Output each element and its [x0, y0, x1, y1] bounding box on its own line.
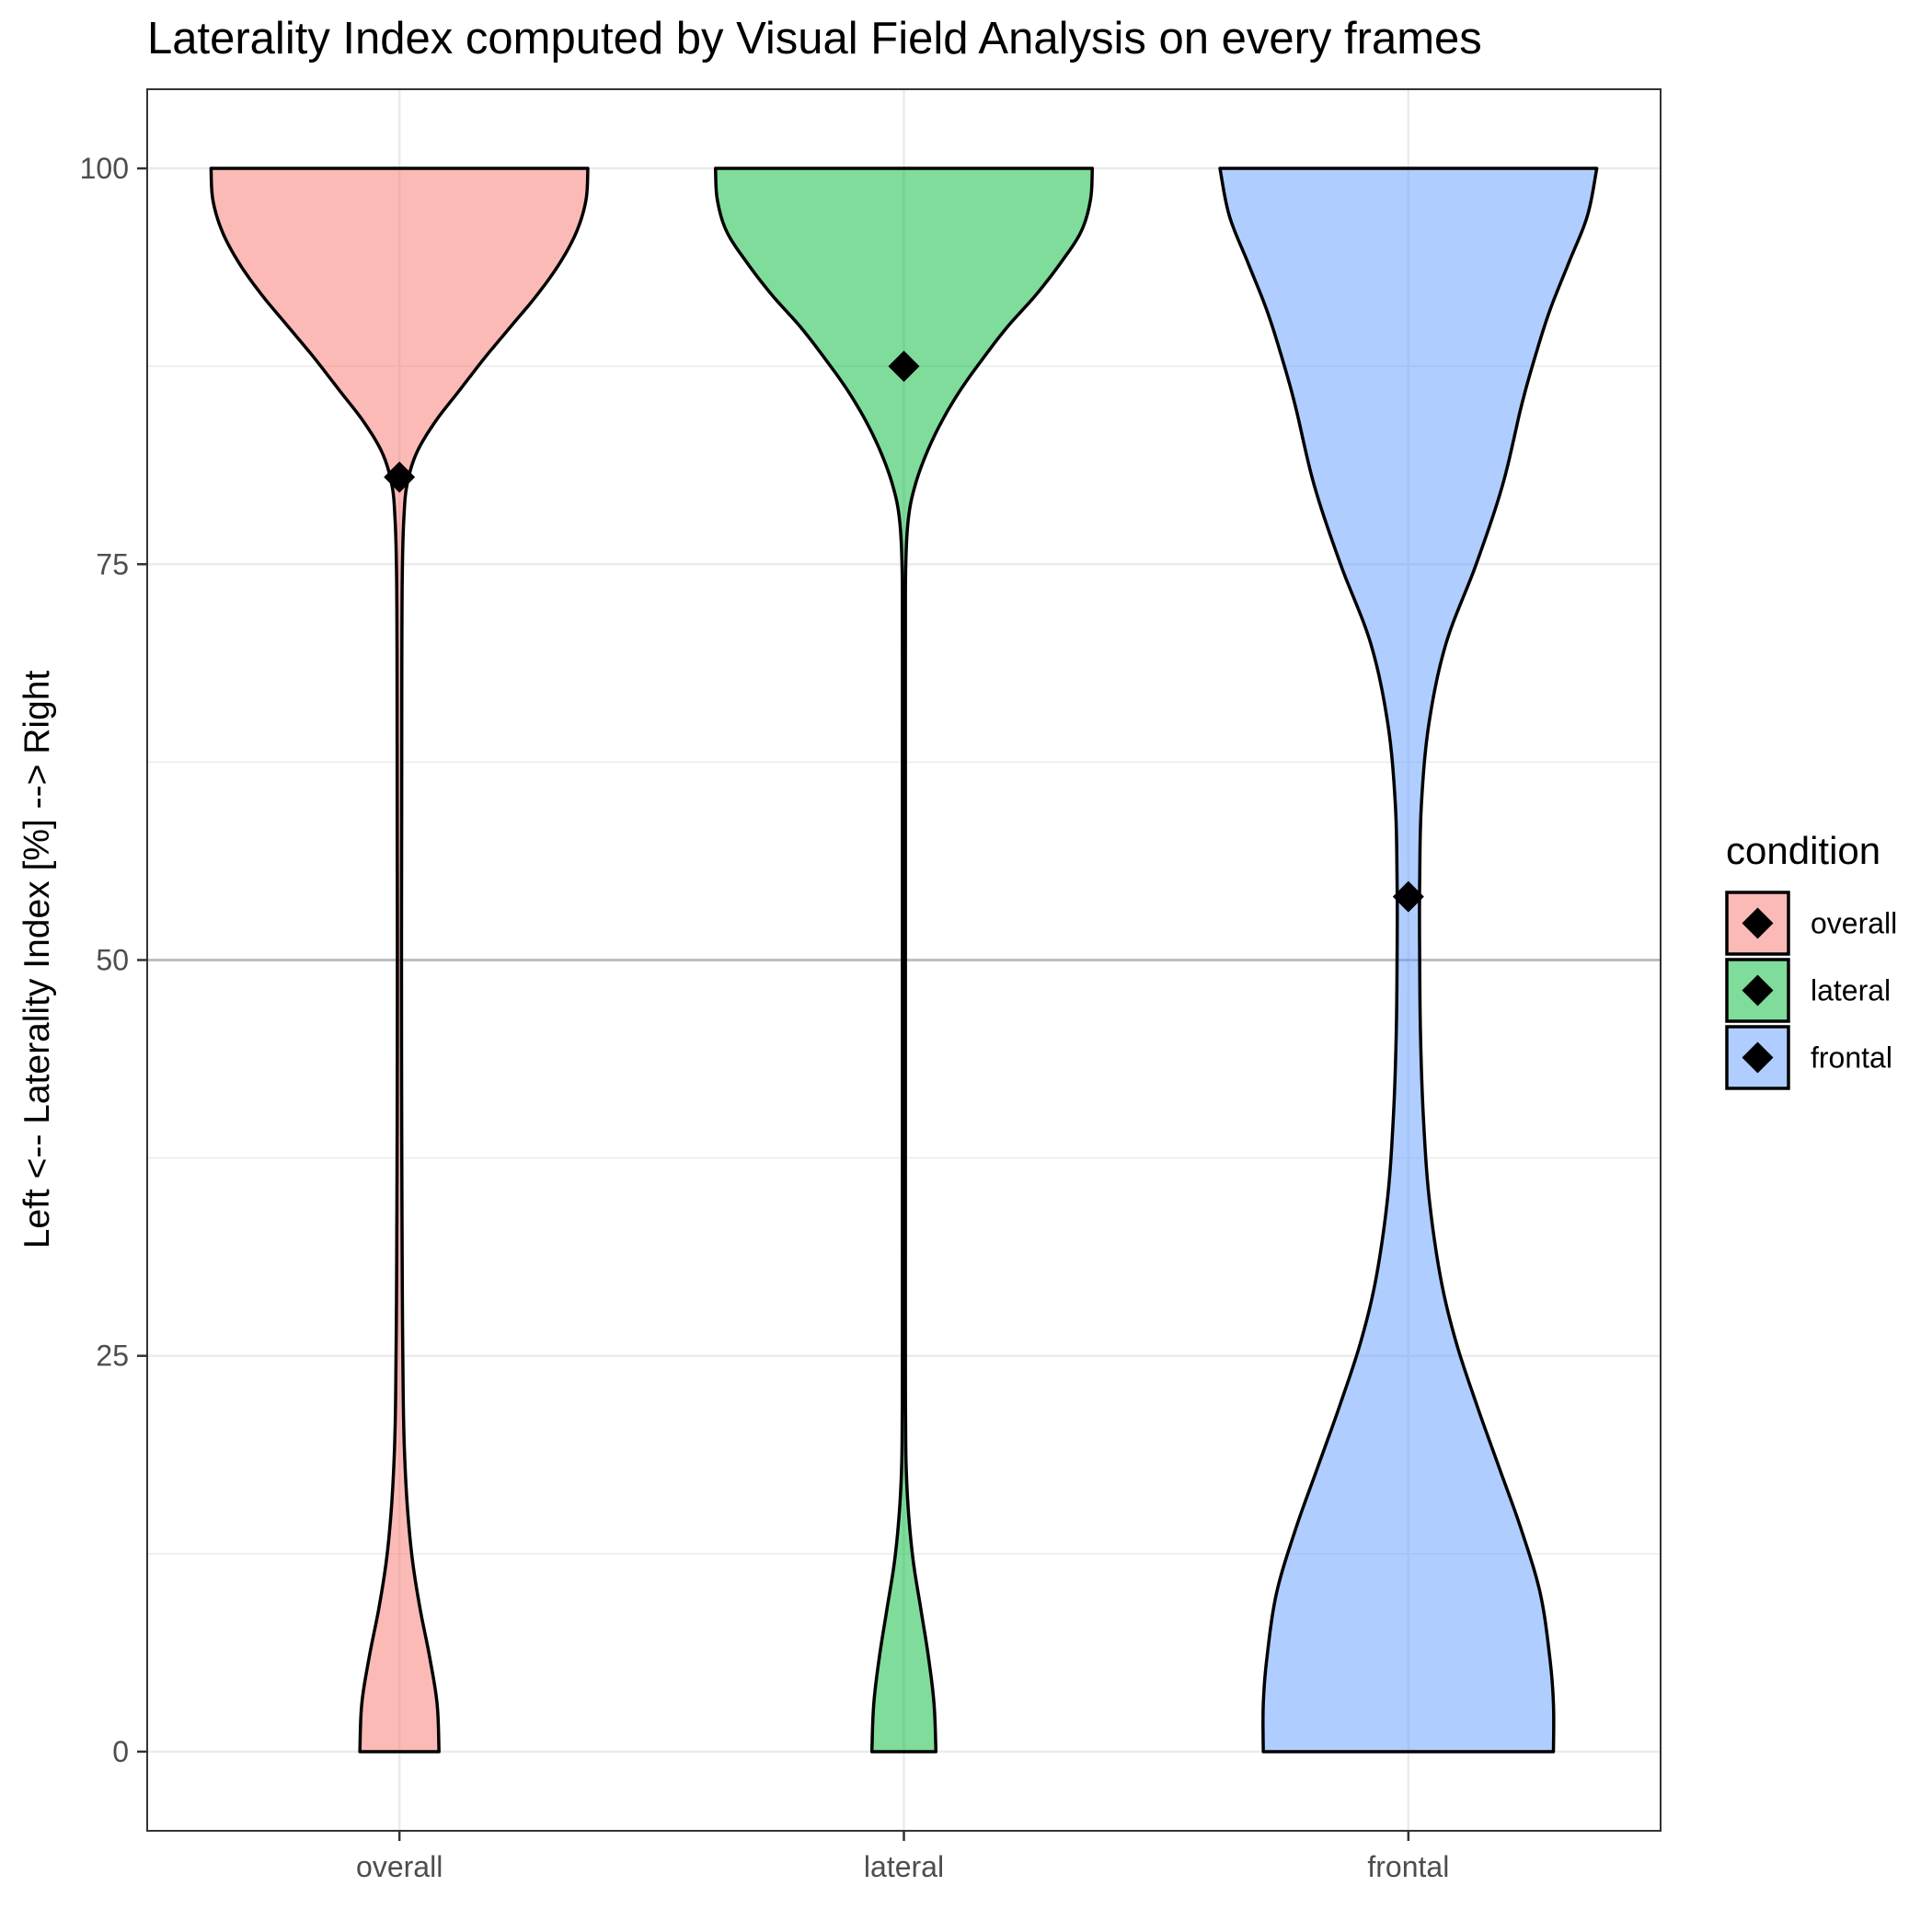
legend-key-marker: [1742, 1041, 1774, 1074]
legend: condition overall lateral frontal: [1725, 829, 1897, 1090]
y-axis-title: Left <-- Laterality Index [%] --> Right: [17, 671, 57, 1249]
x-tick-label: overall: [356, 1850, 443, 1883]
y-tick-label: 100: [80, 152, 129, 185]
chart-title: Laterality Index computed by Visual Fiel…: [147, 14, 1482, 63]
legend-key-marker: [1742, 974, 1774, 1006]
y-tick-label: 0: [112, 1735, 129, 1768]
mean-points: [384, 351, 1424, 913]
legend-label-lateral: lateral: [1811, 974, 1891, 1007]
violins: [209, 167, 1599, 1754]
legend-label-overall: overall: [1811, 907, 1897, 940]
y-tick-label: 25: [96, 1340, 129, 1373]
violin-overall: [209, 167, 590, 1754]
x-axis: overall lateral frontal: [356, 1831, 1449, 1883]
legend-title: condition: [1726, 829, 1880, 872]
y-axis: 0 25 50 75 100: [80, 152, 147, 1768]
mean-point-frontal: [1392, 880, 1424, 913]
legend-key-marker: [1742, 907, 1774, 939]
violin-lateral: [713, 167, 1095, 1754]
mean-point-lateral: [888, 351, 920, 383]
violin-frontal: [1218, 167, 1599, 1754]
y-tick-label: 75: [96, 547, 129, 581]
x-tick-label: lateral: [864, 1850, 944, 1883]
y-tick-label: 50: [96, 944, 129, 977]
x-tick-label: frontal: [1367, 1850, 1449, 1883]
mean-point-overall: [384, 461, 416, 493]
legend-label-frontal: frontal: [1811, 1041, 1892, 1075]
